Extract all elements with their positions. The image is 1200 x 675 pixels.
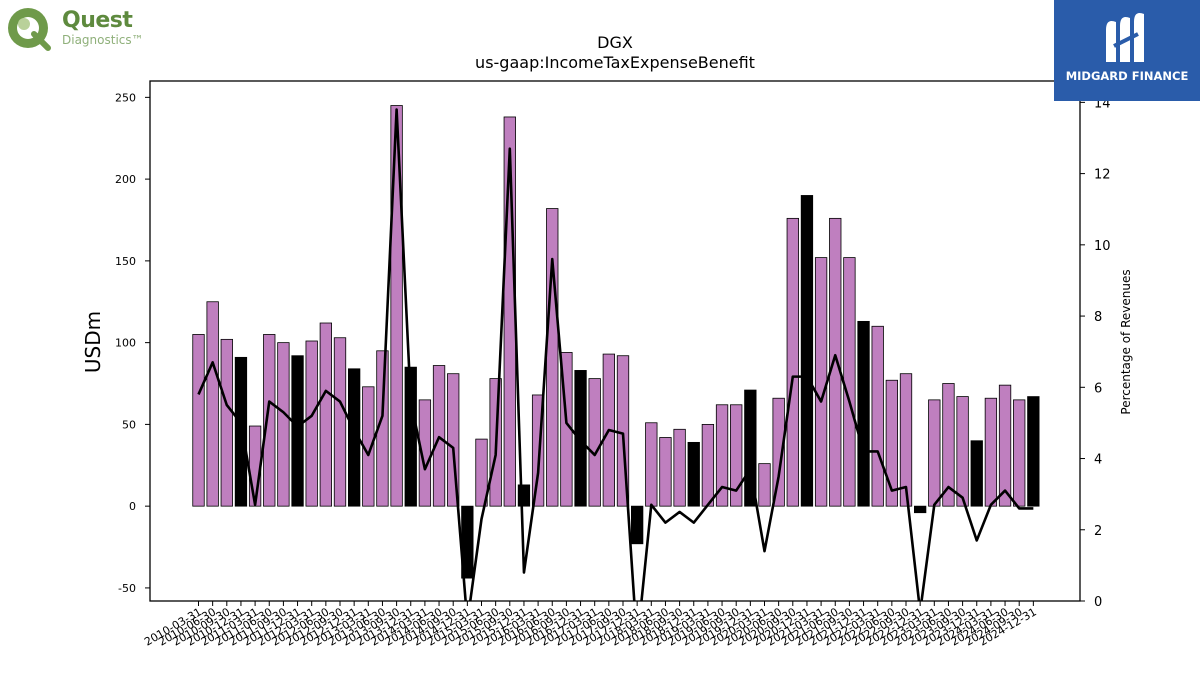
bar-quarter xyxy=(673,428,686,507)
bar-quarter xyxy=(277,342,290,507)
quest-logo-icon xyxy=(8,8,51,51)
bar-quarter xyxy=(588,378,601,507)
bar-quarter xyxy=(942,383,955,507)
bar-quarter xyxy=(390,105,403,507)
bar-quarter xyxy=(956,396,969,507)
y-tick-label: 250 xyxy=(115,91,136,104)
bar-quarter xyxy=(263,334,276,507)
pct-revenues-line xyxy=(197,108,1034,601)
y2-tick-label: 6 xyxy=(1094,381,1102,396)
bar-annual xyxy=(1027,396,1040,507)
bar-quarter xyxy=(928,399,941,507)
bar-annual xyxy=(291,355,304,507)
bar-annual xyxy=(800,195,814,507)
line-group xyxy=(197,108,1034,601)
midgard-logo-icon xyxy=(1106,13,1144,62)
y2-axis-label: Percentage of Revenues xyxy=(1119,269,1133,414)
bar-annual xyxy=(404,366,417,507)
bar-annual xyxy=(517,484,531,507)
y2-tick-label: 8 xyxy=(1094,310,1102,325)
bar-quarter xyxy=(984,397,998,507)
bar-annual xyxy=(914,505,927,514)
bar-annual xyxy=(574,370,587,507)
bar-quarter xyxy=(843,257,856,507)
bar-quarter xyxy=(715,404,729,507)
bar-quarter xyxy=(899,373,913,507)
y-axis-label: USDm xyxy=(81,311,105,373)
bar-quarter xyxy=(758,463,771,507)
bar-annual xyxy=(857,320,870,507)
y-tick-label: 200 xyxy=(115,173,136,186)
bar-annual xyxy=(347,368,361,507)
bar-quarter xyxy=(871,325,884,507)
y-tick-label: 100 xyxy=(115,337,136,350)
y-tick-label: 0 xyxy=(129,500,136,513)
bar-quarter xyxy=(432,365,446,507)
midgard-logo-text: MIDGARD FINANCE xyxy=(1065,69,1189,83)
y2-tick-label: 0 xyxy=(1094,595,1102,610)
bar-quarter xyxy=(730,404,743,507)
quest-logo-name: Quest xyxy=(62,8,133,33)
bar-annual xyxy=(631,505,644,545)
bar-quarter xyxy=(333,337,347,507)
bar-annual xyxy=(970,440,983,507)
y-tick-label: 50 xyxy=(122,418,136,431)
bar-annual xyxy=(234,356,248,507)
bar-quarter xyxy=(305,340,318,507)
bar-quarter xyxy=(998,384,1012,507)
bars-group xyxy=(192,105,1040,579)
bar-quarter xyxy=(546,208,559,507)
quest-logo-sub: Diagnostics™ xyxy=(62,33,144,47)
bar-annual xyxy=(687,441,700,507)
bar-quarter xyxy=(220,338,233,507)
axes-group: -50050100150200250024681012142010-03-312… xyxy=(115,80,1111,649)
bar-quarter xyxy=(192,334,205,507)
bar-quarter xyxy=(531,394,545,507)
y2-tick-label: 2 xyxy=(1094,524,1102,539)
bar-annual xyxy=(744,389,757,507)
bar-quarter xyxy=(885,379,898,507)
bar-quarter xyxy=(1013,399,1026,507)
bar-quarter xyxy=(786,217,799,507)
chart-subtitle: us-gaap:IncomeTaxExpenseBenefit xyxy=(475,53,755,72)
bar-quarter xyxy=(829,217,842,507)
midgard-finance-logo: MIDGARD FINANCE xyxy=(1054,0,1200,101)
y-tick-label: 150 xyxy=(115,255,136,268)
bar-quarter xyxy=(772,397,785,507)
bar-quarter xyxy=(475,438,488,507)
y2-tick-label: 4 xyxy=(1094,453,1102,468)
y2-tick-label: 12 xyxy=(1094,168,1111,183)
y2-tick-label: 10 xyxy=(1094,239,1111,254)
chart-title: DGX xyxy=(597,33,633,52)
bar-quarter xyxy=(645,422,658,507)
bar-quarter xyxy=(206,301,219,507)
plot-frame xyxy=(149,80,1081,602)
quest-diagnostics-logo: Quest Diagnostics™ xyxy=(4,4,164,52)
bar-quarter xyxy=(814,257,828,507)
bar-quarter xyxy=(701,423,715,507)
y-tick-label: -50 xyxy=(118,582,136,595)
bar-quarter xyxy=(659,437,672,507)
bar-quarter xyxy=(447,373,460,507)
bar-quarter xyxy=(319,322,333,507)
